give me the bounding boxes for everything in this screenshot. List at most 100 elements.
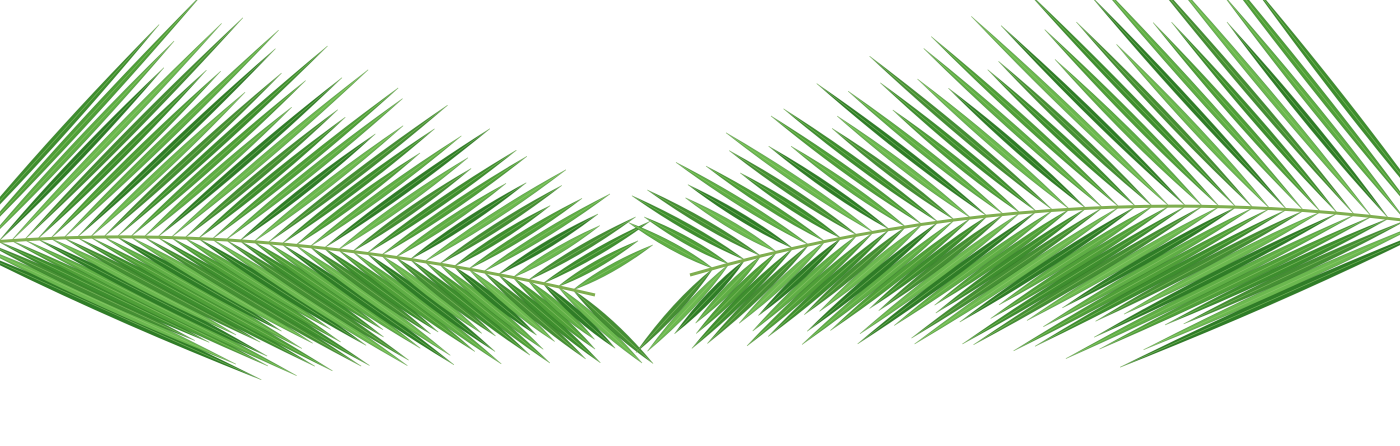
leaflet-midrib bbox=[647, 189, 762, 257]
leaflet-midrib bbox=[934, 208, 1070, 306]
leaflet-midrib bbox=[143, 106, 292, 238]
leaflet-midrib bbox=[0, 0, 198, 215]
leaflet-midrib bbox=[674, 259, 746, 334]
leaflet-midrib bbox=[1065, 214, 1355, 359]
leaflet-midrib bbox=[740, 172, 842, 239]
leaflet-midrib bbox=[157, 77, 343, 238]
leaflet-midrib bbox=[50, 70, 221, 239]
leaflet-midrib bbox=[1034, 209, 1287, 347]
leaflet-midrib bbox=[76, 48, 276, 238]
leaflet-midrib bbox=[103, 236, 303, 349]
leaflet-midrib bbox=[644, 216, 730, 265]
leaflet-midrib bbox=[1226, 21, 1389, 219]
leaflet-midrib bbox=[1044, 29, 1220, 207]
leaflet-midrib bbox=[90, 92, 246, 238]
leaflet-midrib bbox=[770, 115, 923, 225]
rachis bbox=[0, 235, 596, 297]
leaflet-midrib bbox=[707, 244, 810, 344]
leaflet-midrib bbox=[1000, 25, 1187, 207]
leaflet-midrib bbox=[572, 289, 654, 364]
leaflet-midrib bbox=[830, 217, 972, 331]
leaflet-midrib bbox=[0, 262, 262, 381]
leaflet-midrib bbox=[695, 251, 778, 334]
leaflet-midrib bbox=[848, 90, 1004, 215]
leaflet bbox=[0, 0, 198, 217]
leaflet-midrib bbox=[998, 61, 1153, 207]
leaflet-midrib bbox=[225, 98, 403, 241]
leaflet-midrib bbox=[198, 117, 346, 239]
leaflet-midrib bbox=[837, 115, 972, 219]
leaflet-midrib bbox=[1116, 44, 1271, 209]
leaflet-midrib bbox=[0, 241, 210, 343]
leaflet-midrib bbox=[880, 82, 1037, 212]
leaflet-midrib bbox=[527, 216, 636, 281]
leaflet-midrib bbox=[1123, 211, 1321, 315]
leaflet-midrib bbox=[281, 243, 455, 366]
rachis bbox=[689, 204, 1400, 277]
leaflet-midrib bbox=[948, 87, 1087, 209]
leaflet-midrib bbox=[935, 208, 1087, 314]
leaflet-midrib bbox=[675, 162, 810, 246]
leaflet-midrib bbox=[758, 237, 842, 316]
leaflet-midrib bbox=[990, 205, 1170, 319]
right-palm-frond bbox=[628, 0, 1400, 368]
leaflet-midrib bbox=[512, 225, 600, 278]
leaflet-midrib bbox=[0, 255, 237, 365]
leaflet-midrib bbox=[1095, 210, 1304, 322]
leaflet-midrib bbox=[892, 109, 1021, 214]
leaflet-midrib bbox=[395, 183, 507, 258]
leaflet-midrib bbox=[1076, 21, 1254, 208]
leaflet-midrib bbox=[768, 145, 890, 230]
leaflet-midrib bbox=[395, 257, 496, 337]
leaflet bbox=[1168, 0, 1355, 216]
leaflet-midrib bbox=[527, 280, 595, 340]
leaflet-midrib bbox=[211, 87, 399, 240]
leaflet-midrib bbox=[103, 72, 282, 238]
leaflet bbox=[1120, 240, 1400, 368]
leaflet-midrib bbox=[1113, 0, 1304, 211]
leaflet-midrib bbox=[691, 248, 794, 349]
leaflet-midrib bbox=[157, 236, 370, 366]
leaflet-midrib bbox=[424, 169, 567, 262]
leaflet-midrib bbox=[253, 125, 404, 243]
leaflet-midrib bbox=[24, 239, 297, 376]
leaflet-midrib bbox=[380, 254, 482, 334]
leaflet-midrib bbox=[878, 214, 1004, 311]
leaflet-midrib bbox=[1263, 0, 1400, 175]
leaflet-midrib bbox=[738, 241, 826, 324]
leaflet-midrib bbox=[685, 197, 778, 253]
leaflet-midrib bbox=[917, 78, 1070, 210]
leaflet-midrib bbox=[309, 246, 431, 335]
leaflet-midrib bbox=[869, 55, 1054, 211]
leaflet-midrib bbox=[352, 251, 502, 365]
leaflet-midrib bbox=[819, 224, 923, 312]
leaflet-midrib bbox=[1062, 206, 1237, 309]
leaflet-midrib bbox=[1189, 0, 1372, 217]
leaflet-midrib bbox=[746, 231, 874, 347]
leaflet-midrib bbox=[914, 206, 1120, 345]
leaflet-midrib bbox=[130, 80, 306, 238]
leaflet-midrib bbox=[0, 40, 175, 228]
leaflet-midrib bbox=[239, 240, 384, 338]
leaflet-midrib bbox=[497, 274, 601, 364]
leaflet-midrib bbox=[267, 242, 421, 349]
leaflet-midrib bbox=[1152, 22, 1321, 213]
leaflet-midrib bbox=[37, 238, 268, 357]
leaflet-midrib bbox=[801, 219, 955, 345]
leaflet-midrib bbox=[971, 16, 1170, 207]
leaflet-midrib bbox=[198, 238, 367, 346]
leaflet-midrib bbox=[631, 195, 746, 261]
leaflet-midrib bbox=[1043, 207, 1254, 327]
leaflet-midrib bbox=[557, 240, 639, 287]
leaflet-midrib bbox=[962, 205, 1187, 345]
leaflet-midrib bbox=[973, 205, 1203, 346]
leaflet-midrib bbox=[1120, 242, 1400, 368]
leaflet-midrib bbox=[143, 236, 362, 367]
leaflet-midrib bbox=[352, 168, 472, 252]
leaflet-midrib bbox=[253, 241, 384, 330]
leaflet-midrib bbox=[439, 185, 562, 265]
leaflet-midrib bbox=[24, 17, 244, 240]
leaflet bbox=[1242, 0, 1400, 197]
